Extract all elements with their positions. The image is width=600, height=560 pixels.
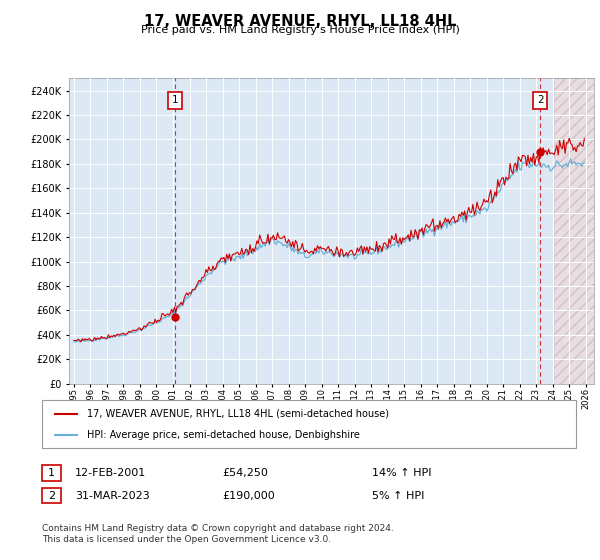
- Text: 14% ↑ HPI: 14% ↑ HPI: [372, 468, 431, 478]
- Bar: [554, 78, 598, 384]
- Text: HPI: Average price, semi-detached house, Denbighshire: HPI: Average price, semi-detached house,…: [87, 430, 360, 440]
- Text: £54,250: £54,250: [222, 468, 268, 478]
- Text: Contains HM Land Registry data © Crown copyright and database right 2024.
This d: Contains HM Land Registry data © Crown c…: [42, 524, 394, 544]
- Text: 2: 2: [48, 491, 55, 501]
- Text: 12-FEB-2001: 12-FEB-2001: [75, 468, 146, 478]
- Text: £190,000: £190,000: [222, 491, 275, 501]
- Text: 5% ↑ HPI: 5% ↑ HPI: [372, 491, 424, 501]
- Text: Price paid vs. HM Land Registry's House Price Index (HPI): Price paid vs. HM Land Registry's House …: [140, 25, 460, 35]
- Text: 17, WEAVER AVENUE, RHYL, LL18 4HL: 17, WEAVER AVENUE, RHYL, LL18 4HL: [144, 14, 456, 29]
- Text: 31-MAR-2023: 31-MAR-2023: [75, 491, 150, 501]
- Text: 2: 2: [537, 95, 544, 105]
- Text: 1: 1: [48, 468, 55, 478]
- Text: 17, WEAVER AVENUE, RHYL, LL18 4HL (semi-detached house): 17, WEAVER AVENUE, RHYL, LL18 4HL (semi-…: [87, 409, 389, 419]
- Text: 1: 1: [172, 95, 178, 105]
